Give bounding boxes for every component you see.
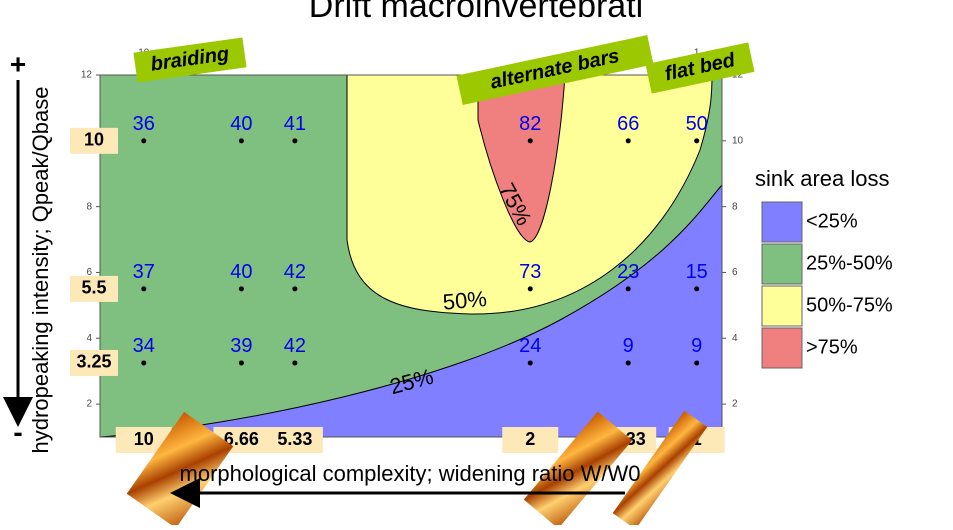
data-point	[625, 360, 631, 366]
y2-tick-label: 6	[732, 267, 738, 278]
y-tick-label: 6	[86, 267, 92, 278]
value-label: 41	[284, 113, 306, 135]
legend-swatch	[761, 327, 803, 369]
texture-image	[612, 410, 708, 530]
value-label: 34	[133, 335, 155, 357]
data-point	[694, 286, 700, 292]
y-minus: -	[13, 416, 22, 447]
data-point	[292, 360, 298, 366]
y-axis-label: hydropeaking intensity; Qpeak/Qbase	[28, 87, 53, 454]
col-label-box	[266, 427, 323, 453]
value-label: 42	[284, 335, 306, 357]
data-point	[141, 138, 147, 144]
value-label: 9	[623, 335, 634, 357]
y2-tick-label: 4	[732, 333, 738, 344]
y-tick-label: 2	[86, 399, 92, 410]
data-point	[527, 286, 533, 292]
data-point	[141, 286, 147, 292]
col-label: 6.66	[224, 429, 259, 449]
legend-label: >75%	[806, 336, 858, 358]
data-point	[625, 138, 631, 144]
value-label: 37	[133, 261, 155, 283]
legend-swatch	[761, 243, 803, 285]
texture-image	[126, 411, 234, 529]
data-point	[625, 286, 631, 292]
value-label: 42	[284, 261, 306, 283]
y-plus: +	[10, 48, 26, 79]
annotation-box	[645, 42, 755, 94]
row-label: 5.5	[81, 278, 106, 298]
legend-swatch	[761, 201, 803, 243]
col-label: 5.33	[277, 429, 312, 449]
y2-tick-label: 10	[732, 135, 744, 146]
data-point	[527, 138, 533, 144]
texture-image	[523, 411, 633, 529]
legend-swatch	[761, 285, 803, 327]
data-point	[292, 286, 298, 292]
value-label: 36	[133, 113, 155, 135]
value-label: 50	[686, 113, 708, 135]
row-label-box	[70, 275, 118, 302]
y-tick-label: 12	[81, 70, 93, 81]
chart-title: Drift macroinvertebrati	[309, 0, 643, 25]
x-tick-label: 1	[694, 48, 700, 59]
data-point	[238, 286, 244, 292]
value-label: 23	[617, 261, 639, 283]
value-label: 9	[691, 335, 702, 357]
y2-tick-label: 2	[732, 399, 738, 410]
data-point	[292, 138, 298, 144]
y-tick-label: 8	[86, 201, 92, 212]
y-tick-label: 4	[86, 333, 92, 344]
legend-label: <25%	[806, 210, 858, 232]
x-axis-label: morphological complexity; widening ratio…	[180, 461, 641, 486]
row-label-box	[70, 349, 118, 376]
data-point	[694, 138, 700, 144]
value-label: 73	[519, 261, 541, 283]
value-label: 66	[617, 113, 639, 135]
value-label: 39	[230, 335, 252, 357]
annotation-box	[133, 37, 247, 83]
y2-tick-label: 8	[732, 201, 738, 212]
value-label: 15	[686, 261, 708, 283]
legend-title: sink area loss	[755, 166, 890, 191]
contour-label: 50%	[442, 286, 488, 315]
legend-label: 50%-75%	[806, 294, 893, 316]
row-label: 10	[84, 130, 104, 150]
region-lt25	[99, 183, 723, 438]
annotation-box	[456, 35, 654, 105]
value-label: 82	[519, 113, 541, 135]
legend-label: 25%-50%	[806, 252, 893, 274]
col-label: 2	[525, 429, 535, 449]
col-label: 10	[134, 429, 154, 449]
region-gt75	[477, 74, 566, 243]
row-label-box	[70, 127, 118, 154]
value-label: 40	[230, 113, 252, 135]
plot-frame	[99, 74, 723, 438]
value-label: 40	[230, 261, 252, 283]
value-label: 24	[519, 335, 541, 357]
data-point	[694, 360, 700, 366]
data-point	[527, 360, 533, 366]
col-label-box	[502, 427, 559, 453]
data-point	[238, 138, 244, 144]
data-point	[238, 360, 244, 366]
row-label: 3.25	[76, 352, 111, 372]
data-point	[141, 360, 147, 366]
